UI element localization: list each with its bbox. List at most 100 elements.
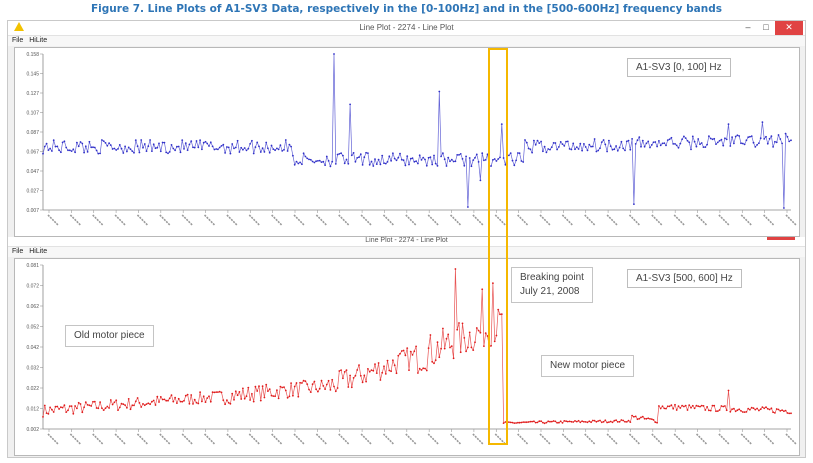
top-data-point bbox=[197, 146, 200, 149]
top-data-point bbox=[56, 145, 59, 148]
bottom-data-point bbox=[511, 421, 514, 424]
bottom-ytick-label: 0.032 bbox=[26, 366, 39, 372]
top-xtick-label bbox=[136, 214, 149, 226]
bottom-data-point bbox=[240, 398, 243, 400]
top-xtick-label bbox=[114, 214, 126, 226]
bottom-xtick-label bbox=[472, 433, 484, 445]
menu-hilite-bottom[interactable]: HiLite bbox=[29, 248, 48, 255]
bottom-data-point bbox=[70, 405, 73, 407]
bottom-data-point bbox=[481, 288, 484, 291]
bottom-data-point bbox=[643, 417, 646, 420]
top-data-point bbox=[520, 160, 523, 162]
bottom-data-point bbox=[183, 399, 185, 402]
bottom-data-point bbox=[133, 404, 135, 407]
bottom-ytick-label: 0.062 bbox=[26, 304, 39, 310]
top-ytick-label: 0.047 bbox=[26, 169, 39, 175]
top-data-point bbox=[97, 152, 100, 155]
bottom-data-point bbox=[683, 405, 685, 408]
bottom-data-point bbox=[504, 421, 507, 423]
top-data-point bbox=[313, 161, 316, 164]
top-data-point bbox=[243, 147, 246, 149]
bottom-data-point bbox=[538, 420, 541, 423]
top-data-point bbox=[600, 141, 603, 143]
bottom-data-point bbox=[756, 407, 758, 410]
bottom-data-point bbox=[658, 405, 660, 407]
bottom-data-point bbox=[90, 405, 93, 407]
bottom-data-point bbox=[177, 397, 180, 400]
bottom-data-point bbox=[400, 350, 403, 352]
top-data-point bbox=[759, 137, 762, 140]
bottom-data-point bbox=[725, 409, 728, 412]
line-plot-window-bottom: Line Plot - 2274 - Line Plot File HiLite… bbox=[8, 237, 805, 457]
bottom-data-point bbox=[54, 405, 57, 408]
bottom-data-point bbox=[386, 359, 389, 362]
bottom-data-point bbox=[779, 410, 782, 412]
close-button[interactable]: ✕ bbox=[775, 21, 803, 35]
bottom-data-point bbox=[759, 408, 762, 411]
bottom-data-point bbox=[616, 421, 619, 423]
bottom-data-point bbox=[740, 410, 742, 412]
top-ytick-label: 0.145 bbox=[26, 72, 39, 78]
top-data-point bbox=[647, 140, 650, 143]
top-data-point bbox=[390, 159, 392, 162]
menu-file-bottom[interactable]: File bbox=[12, 248, 24, 255]
bottom-data-point bbox=[118, 406, 121, 409]
bottom-data-point bbox=[684, 404, 687, 407]
bottom-data-point bbox=[145, 403, 148, 405]
top-data-point bbox=[552, 142, 555, 144]
bottom-data-point bbox=[663, 407, 666, 410]
bottom-data-point bbox=[718, 409, 721, 411]
bottom-data-point bbox=[640, 416, 642, 419]
top-data-point bbox=[534, 143, 537, 146]
bottom-data-point bbox=[425, 369, 428, 372]
bottom-data-point bbox=[722, 405, 725, 408]
top-data-point bbox=[393, 157, 396, 160]
bottom-data-point bbox=[318, 387, 321, 390]
bottom-data-point bbox=[754, 408, 757, 411]
top-data-point bbox=[409, 157, 412, 160]
top-data-point bbox=[702, 146, 705, 148]
top-data-point bbox=[95, 149, 98, 152]
bottom-data-point bbox=[411, 354, 414, 356]
bottom-data-point bbox=[243, 397, 246, 400]
minimize-button[interactable]: – bbox=[745, 22, 751, 32]
bottom-data-point bbox=[477, 329, 480, 332]
maximize-button[interactable]: □ bbox=[763, 22, 769, 32]
menu-hilite[interactable]: HiLite bbox=[29, 37, 48, 44]
bottom-data-point bbox=[43, 404, 46, 407]
bottom-data-point bbox=[679, 407, 682, 409]
top-data-point bbox=[781, 142, 783, 145]
top-data-point bbox=[268, 151, 271, 154]
bottom-data-point bbox=[686, 409, 689, 411]
top-data-point bbox=[511, 159, 514, 162]
top-data-point bbox=[779, 138, 782, 140]
bottom-data-point bbox=[349, 374, 351, 377]
top-xtick-label bbox=[740, 214, 752, 226]
top-data-point bbox=[201, 148, 203, 151]
bottom-data-point bbox=[784, 409, 787, 412]
bottom-data-point bbox=[63, 404, 66, 407]
top-data-point bbox=[659, 144, 662, 147]
bottom-data-point bbox=[618, 420, 621, 423]
top-data-point bbox=[238, 151, 241, 153]
top-data-point bbox=[117, 148, 119, 150]
bottom-data-point bbox=[115, 399, 118, 402]
bottom-xtick-label bbox=[47, 433, 59, 445]
bottom-data-point bbox=[184, 394, 187, 397]
bottom-data-point bbox=[427, 347, 430, 349]
menu-bar: File HiLite bbox=[8, 36, 805, 46]
top-data-point bbox=[558, 146, 560, 148]
bottom-data-point bbox=[602, 420, 605, 423]
menu-file[interactable]: File bbox=[12, 37, 24, 44]
plot-area-top: 0.158 0.145 0.127 0.107 0.087 0.067 0.047 0.027… bbox=[14, 47, 800, 237]
top-data-point bbox=[593, 138, 596, 140]
top-xtick-label bbox=[226, 214, 238, 226]
top-data-point bbox=[411, 157, 414, 160]
top-data-point bbox=[758, 142, 760, 144]
top-data-point bbox=[513, 164, 516, 167]
top-data-point bbox=[440, 155, 442, 158]
bottom-data-point bbox=[724, 405, 726, 407]
top-data-point bbox=[286, 150, 289, 152]
top-data-point bbox=[434, 162, 437, 165]
bottom-data-point bbox=[525, 421, 528, 424]
